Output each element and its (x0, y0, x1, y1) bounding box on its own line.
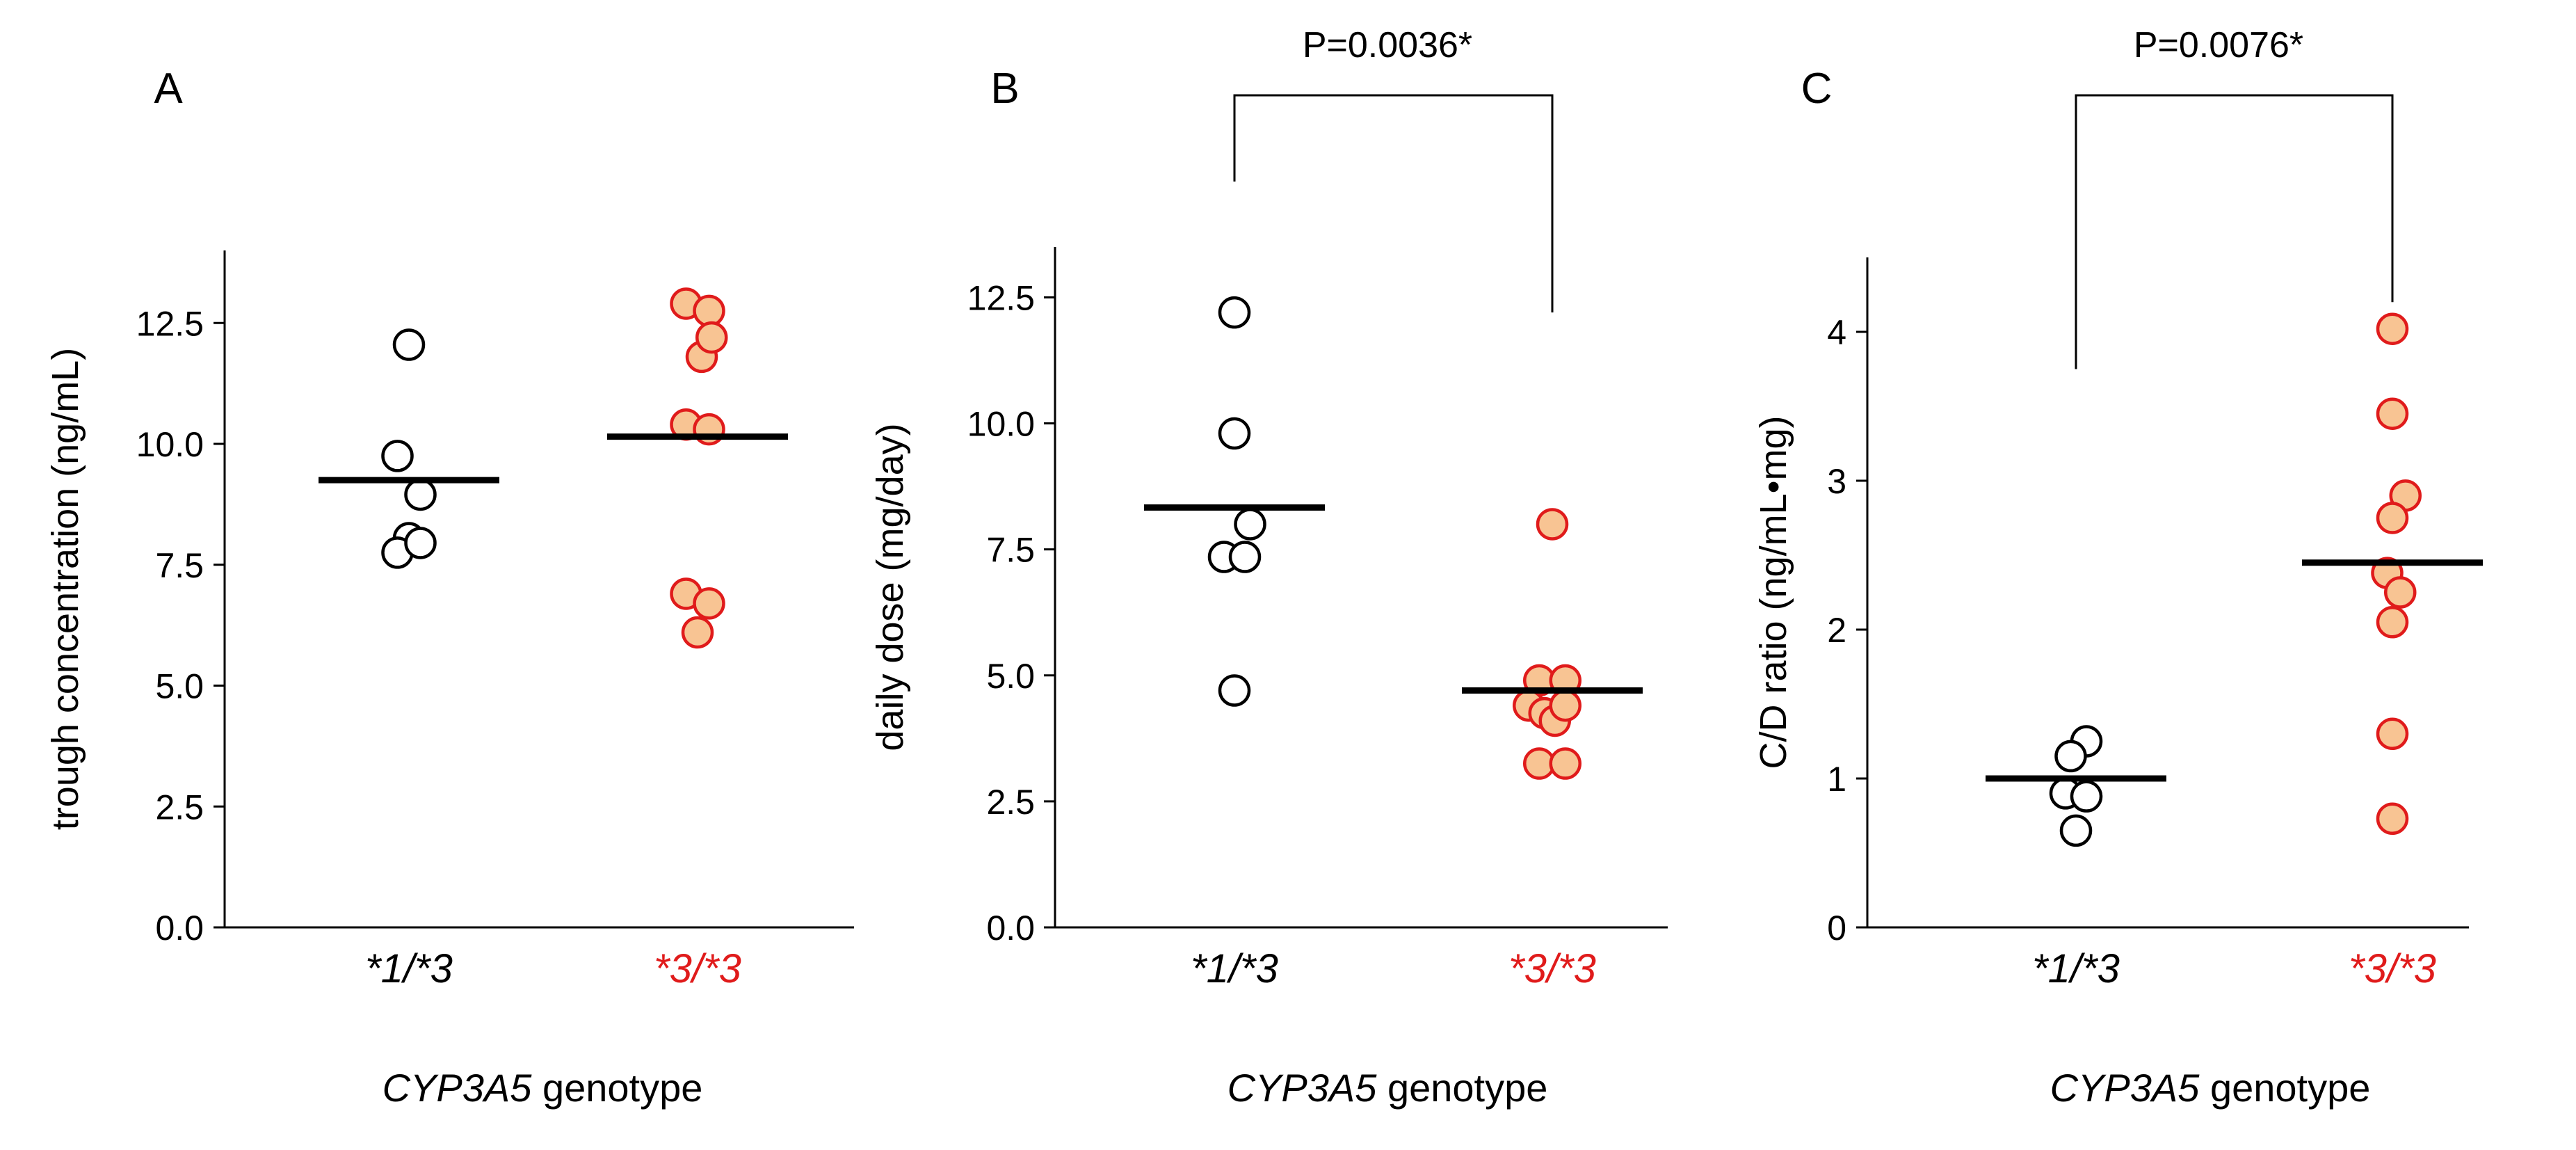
panel-a-ytick-label: 7.5 (155, 546, 204, 585)
panel-a-point-g1 (404, 478, 437, 511)
panel-b-point-g1 (1234, 508, 1266, 541)
panel-a-point-g1 (392, 328, 426, 361)
panel-a-point-g2 (693, 587, 725, 620)
panel-c-point-g2 (2376, 312, 2409, 345)
panel-a-point-g1 (404, 527, 437, 559)
panel-a-xlabel-rest: genotype (531, 1066, 702, 1110)
panel-b-ytick-label: 2.5 (986, 783, 1035, 822)
panel-b-category-label: *1/*3 (1191, 946, 1278, 991)
panel-c-point-g2 (2376, 802, 2409, 836)
panel-b-category-label: *3/*3 (1508, 946, 1596, 991)
panel-b-ytick-label: 0.0 (986, 909, 1035, 948)
panel-b-xlabel-gene: CYP3A5 (1227, 1066, 1378, 1110)
panel-b-point-g1 (1218, 296, 1251, 329)
panel-b-ytick-label: 10.0 (967, 405, 1035, 444)
panel-c-ytick-label: 4 (1827, 313, 1846, 352)
panel-b-point-g1 (1228, 541, 1262, 573)
panel-a-ytick-label: 10.0 (136, 425, 204, 464)
panel-a-point-g2 (695, 321, 728, 354)
panel-c-point-g2 (2376, 502, 2409, 534)
panel-b-ytick-label: 7.5 (986, 531, 1035, 570)
panel-a-point-g2 (681, 616, 714, 649)
panel-a-ylabel: trough concentration (ng/mL) (45, 348, 86, 830)
panel-a-letter: A (154, 65, 183, 113)
panel-a-xlabel: CYP3A5 genotype (383, 1066, 703, 1110)
panel-c-category-label: *3/*3 (2349, 946, 2436, 991)
panel-a-xlabel-gene: CYP3A5 (383, 1066, 533, 1110)
panel-b-p-value: P=0.0036* (1303, 25, 1472, 65)
panel-c-point-g2 (2376, 397, 2409, 430)
panel-b-point-g2 (1549, 747, 1581, 780)
panel-c-letter: C (1801, 65, 1833, 113)
panel-a-point-g1 (381, 440, 414, 472)
panel-c-point-g1 (2054, 740, 2087, 773)
panel-a-category-label: *3/*3 (654, 946, 741, 991)
panel-c-point-g2 (2376, 606, 2409, 639)
panel-c-point-g1 (2070, 780, 2103, 813)
panel-a-point-g2 (693, 294, 725, 328)
panel-c-ylabel: C/D ratio (ng/mL•mg) (1753, 415, 1794, 769)
panel-c-ytick-label: 1 (1827, 760, 1846, 799)
panel-b-ylabel: daily dose (mg/day) (869, 423, 911, 751)
panel-a-ytick-label: 2.5 (155, 788, 204, 826)
panel-b-letter: B (990, 65, 1019, 113)
panel-b-point-g1 (1218, 674, 1251, 707)
panel-c-point-g2 (2376, 717, 2409, 751)
panel-c-ytick-label: 2 (1827, 611, 1846, 650)
panel-c-xlabel-gene: CYP3A5 (2050, 1066, 2200, 1110)
panel-b-point-g1 (1218, 417, 1251, 450)
panel-c-p-value: P=0.0076* (2134, 25, 2303, 65)
panel-c-category-label: *1/*3 (2032, 946, 2120, 991)
panel-a-ytick-label: 0.0 (155, 909, 204, 948)
panel-c-xlabel: CYP3A5 genotype (2050, 1066, 2371, 1110)
panel-c-point-g2 (2384, 576, 2417, 609)
panel-c-point-g1 (2059, 814, 2093, 847)
panel-b-point-g2 (1536, 508, 1569, 541)
panel-b-xlabel-rest: genotype (1376, 1066, 1547, 1110)
panel-b-point-g2 (1549, 689, 1581, 722)
panel-b-significance-bracket (1233, 94, 1554, 313)
panel-c-significance-bracket (2075, 94, 2394, 369)
panel-b-ytick-label: 5.0 (986, 657, 1035, 696)
panel-a-ytick-label: 12.5 (136, 304, 204, 343)
panel-c-ytick-label: 0 (1827, 909, 1846, 948)
panel-c-ytick-label: 3 (1827, 462, 1846, 501)
panel-b-ytick-label: 12.5 (967, 278, 1035, 317)
panel-a-ytick-label: 5.0 (155, 667, 204, 706)
panel-b-xlabel: CYP3A5 genotype (1227, 1066, 1548, 1110)
panel-c-xlabel-rest: genotype (2199, 1066, 2370, 1110)
panel-a-category-label: *1/*3 (365, 946, 453, 991)
